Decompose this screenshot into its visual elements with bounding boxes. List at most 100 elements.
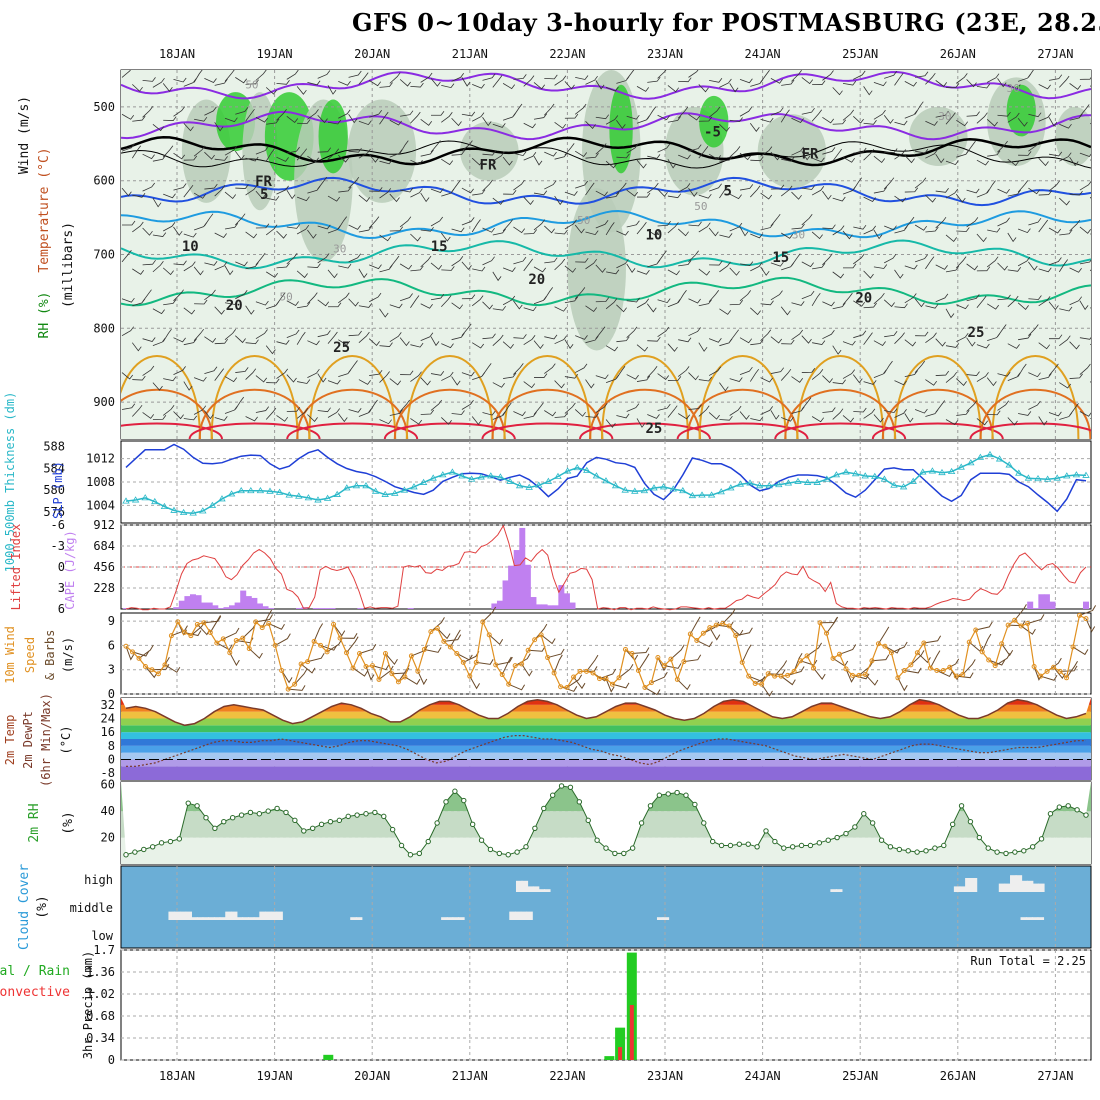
wind-barb — [616, 336, 630, 343]
wind-barb — [430, 371, 445, 376]
wind-barb — [1059, 197, 1070, 206]
rh-blob — [699, 95, 729, 148]
wind-barb — [528, 646, 546, 652]
wind-barb — [698, 116, 713, 122]
wind-barb — [533, 340, 544, 350]
wind-barb — [142, 412, 155, 419]
thickness-point — [1034, 474, 1042, 482]
wind-barb — [554, 335, 568, 345]
thickness-point — [131, 496, 140, 503]
wind-barb — [997, 140, 1008, 153]
wind-barb — [812, 80, 826, 85]
wind-barb — [605, 345, 619, 352]
wind-point — [849, 672, 855, 678]
wind-barb — [987, 227, 1001, 233]
rh-point — [914, 849, 920, 855]
wind-barb — [595, 220, 609, 229]
wind-barb — [173, 77, 187, 83]
wind-barb — [997, 111, 1011, 117]
cloud-bar-middle — [446, 917, 454, 920]
isotherm-label: 5 — [724, 183, 732, 199]
wind-barb — [678, 154, 691, 160]
cape-bar — [256, 603, 263, 609]
wind-barb — [667, 116, 682, 123]
wind-barb — [636, 344, 649, 352]
rh-point — [1003, 850, 1009, 857]
wind-barb — [780, 306, 791, 316]
wind-barb — [647, 182, 659, 194]
rh-point — [434, 820, 440, 826]
cloud-bar-middle — [520, 911, 528, 920]
thickness-point — [679, 486, 687, 494]
isotherm — [121, 239, 1091, 270]
wind-barb — [121, 70, 131, 78]
wind-barb — [152, 261, 164, 273]
wind-barb — [585, 120, 596, 129]
wind-barb — [173, 260, 187, 266]
thickness-point — [391, 489, 399, 496]
wind-point — [493, 662, 499, 668]
thickness-point — [669, 485, 677, 492]
wind-barb — [1059, 335, 1071, 346]
wind-barb — [544, 410, 557, 417]
ytick-label: 0 — [58, 560, 65, 574]
wind-point — [467, 673, 473, 679]
thickness-point — [304, 494, 313, 501]
wind-barb — [420, 226, 434, 232]
wind-barb — [1069, 267, 1082, 273]
wind-barb — [514, 653, 531, 667]
wind-point — [804, 653, 810, 659]
wind-barb — [688, 221, 702, 227]
wind-point — [824, 630, 830, 636]
wind-barb — [307, 652, 325, 663]
wind-barb — [358, 268, 368, 279]
wind-barb — [1089, 269, 1091, 272]
wind-barb — [235, 367, 249, 373]
wind-point — [759, 681, 765, 687]
cloud-cover-bars — [168, 875, 1045, 920]
wind-point — [934, 668, 940, 674]
cloud-bar-high — [515, 880, 523, 892]
wind-point — [798, 658, 804, 664]
wind-barb — [801, 335, 812, 344]
wind-barb — [523, 152, 537, 161]
wind-barb — [430, 188, 444, 193]
wind-point — [253, 619, 259, 625]
wind-barb — [1038, 296, 1051, 307]
wind-barb — [430, 140, 441, 153]
wind-barb — [1040, 675, 1058, 681]
rh-point — [238, 812, 245, 818]
wind-barb — [976, 112, 988, 124]
wind-barb — [164, 664, 181, 673]
wind-barb — [956, 378, 967, 386]
rh-point — [1065, 803, 1071, 809]
wind-barb — [606, 269, 620, 275]
isotherm-label: 15 — [431, 239, 448, 255]
wind-barb — [616, 120, 626, 130]
rh-blob — [757, 114, 827, 189]
wind-barb — [1007, 232, 1017, 243]
wind-point — [830, 655, 836, 661]
wind-point — [220, 636, 226, 642]
wind-barb — [657, 221, 671, 227]
wind-barb — [646, 106, 657, 120]
wind-barb — [471, 157, 483, 166]
cloud-bar-high — [1032, 883, 1039, 892]
thickness-point — [343, 484, 351, 491]
wind-barb — [719, 382, 729, 392]
wind-barb — [492, 151, 505, 162]
wind-barb — [719, 123, 730, 132]
thickness-point — [179, 508, 188, 516]
warm-isotherm — [121, 422, 223, 439]
wind-barb — [739, 78, 753, 84]
ytick-label: 1.7 — [93, 943, 115, 957]
wind-point — [305, 659, 311, 665]
ytick-label: low — [91, 929, 113, 943]
wind-barb — [451, 227, 465, 233]
wind-barb — [626, 220, 640, 228]
wind-barb — [1090, 417, 1091, 419]
wind-barb — [914, 224, 928, 231]
wind-barb — [997, 294, 1011, 301]
wind-barb — [544, 363, 556, 374]
